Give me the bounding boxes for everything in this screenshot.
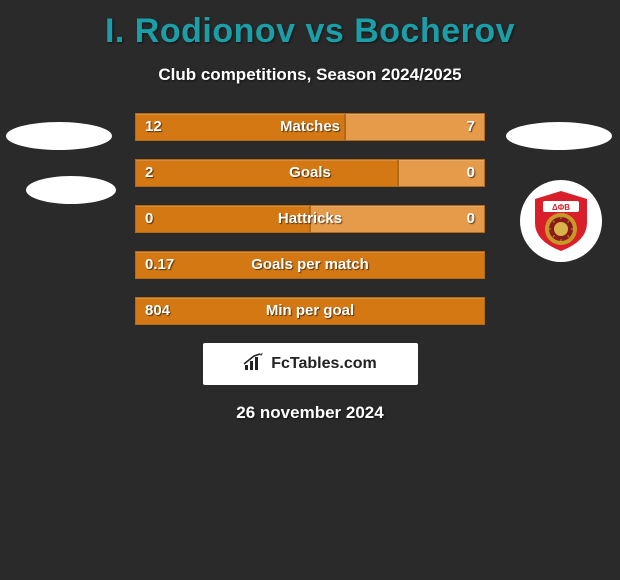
subtitle: Club competitions, Season 2024/2025	[0, 65, 620, 85]
stat-value-left: 12	[145, 113, 162, 141]
stat-value-right: 0	[467, 205, 475, 233]
ufa-logo-icon: ΔΦΒ	[529, 189, 593, 253]
stat-value-left: 0.17	[145, 251, 174, 279]
stat-label: Goals per match	[251, 251, 369, 279]
source-badge[interactable]: FcTables.com	[203, 343, 418, 385]
player-ellipse	[6, 122, 112, 150]
player-ellipse	[26, 176, 116, 204]
stat-value-right: 0	[467, 159, 475, 187]
bar-right	[345, 113, 485, 141]
stat-label: Goals	[289, 159, 331, 187]
player-ellipse	[506, 122, 612, 150]
stat-value-left: 804	[145, 297, 170, 325]
stat-row: 0 0 Hattricks	[135, 205, 485, 233]
bar-left	[135, 159, 398, 187]
stat-label: Hattricks	[278, 205, 342, 233]
chart-icon	[243, 353, 265, 376]
stat-label: Matches	[280, 113, 340, 141]
stat-value-left: 2	[145, 159, 153, 187]
stat-row: 0.17 Goals per match	[135, 251, 485, 279]
stat-row: 2 0 Goals	[135, 159, 485, 187]
stat-value-left: 0	[145, 205, 153, 233]
date-label: 26 november 2024	[0, 403, 620, 423]
source-badge-label: FcTables.com	[271, 355, 377, 373]
stat-row: 804 Min per goal	[135, 297, 485, 325]
stat-value-right: 7	[467, 113, 475, 141]
club-logo-right: ΔΦΒ	[520, 180, 602, 262]
svg-text:ΔΦΒ: ΔΦΒ	[552, 203, 570, 212]
page-title: I. Rodionov vs Bocherov	[0, 0, 620, 51]
stat-row: 12 7 Matches	[135, 113, 485, 141]
stat-label: Min per goal	[266, 297, 354, 325]
